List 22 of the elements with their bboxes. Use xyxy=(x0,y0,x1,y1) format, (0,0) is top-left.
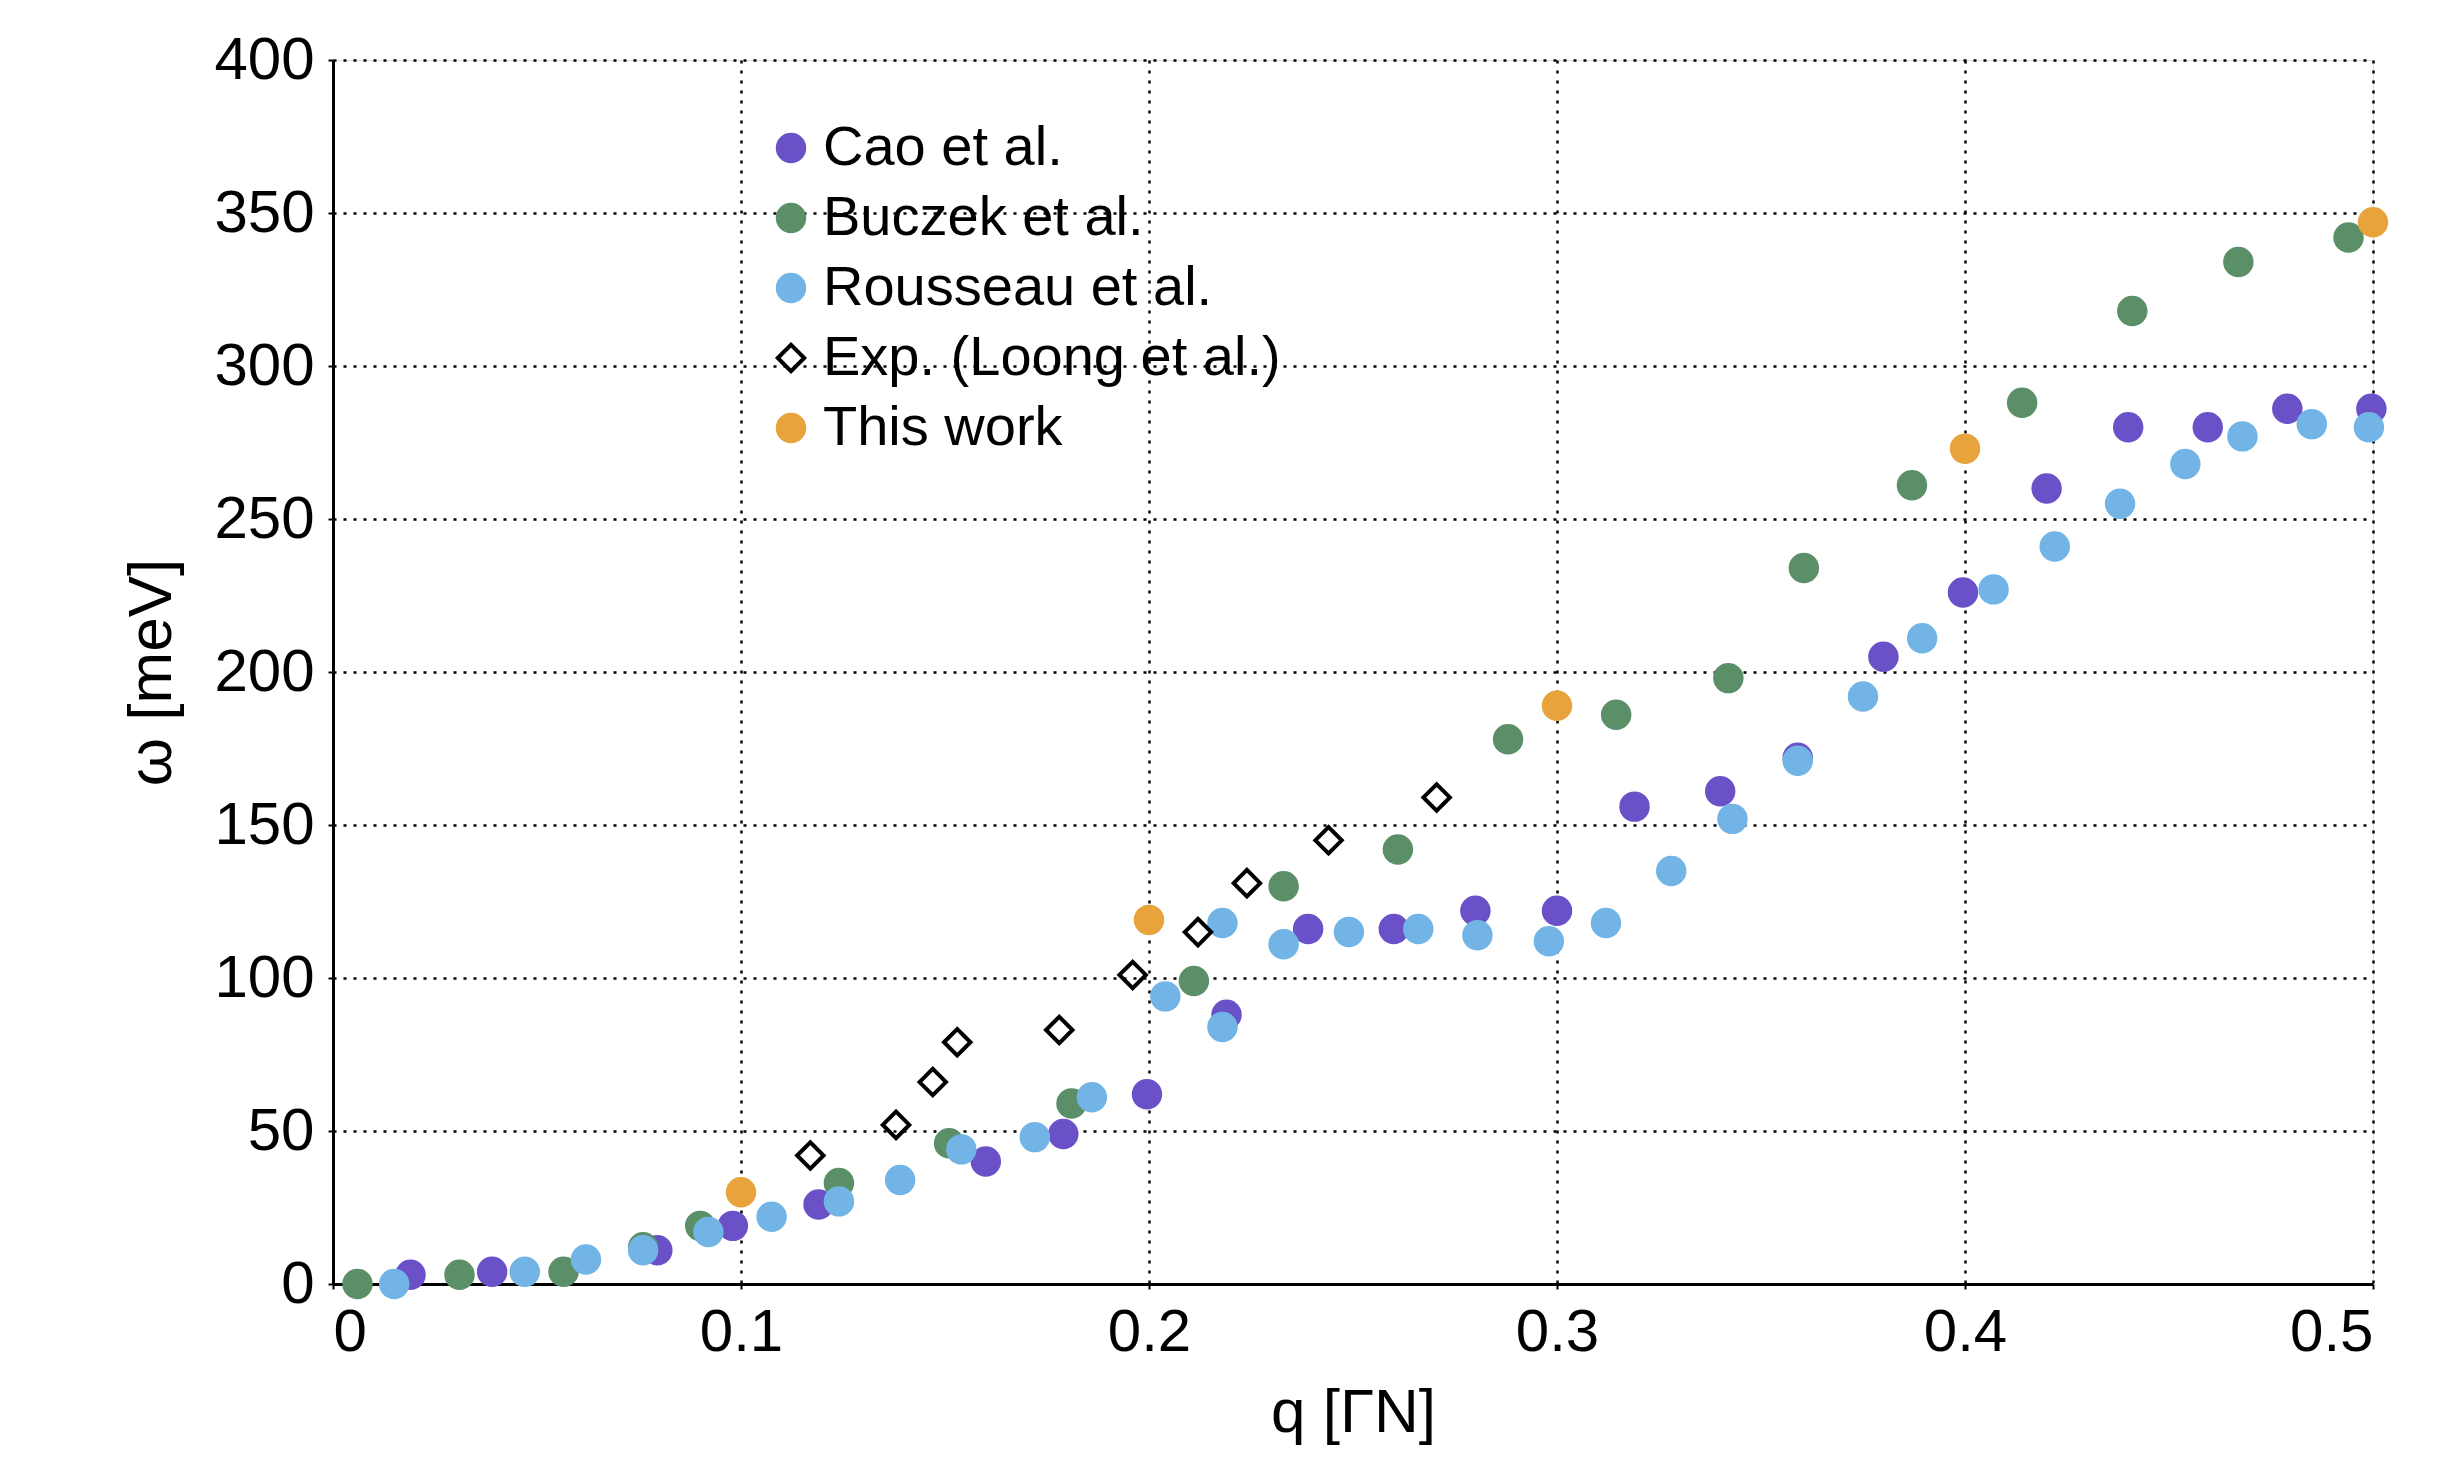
y-tick-label: 100 xyxy=(214,942,315,1010)
y-tick-label: 250 xyxy=(214,483,315,551)
legend-label: Buczek et al. xyxy=(823,184,1144,247)
y-tick-label: 350 xyxy=(214,177,315,245)
y-tick-label: 0 xyxy=(281,1248,315,1316)
y-tick-label: 50 xyxy=(247,1095,315,1163)
legend-label: This work xyxy=(823,394,1064,457)
legend-label: Exp. (Loong et al.) xyxy=(823,324,1281,387)
x-tick-label: 0 xyxy=(333,1296,367,1364)
x-tick-label: 0.4 xyxy=(1923,1296,2008,1364)
y-tick-label: 400 xyxy=(214,24,315,92)
legend-label: Rousseau et al. xyxy=(823,254,1213,317)
y-tick-label: 300 xyxy=(214,330,315,398)
x-axis-title: q [ΓN] xyxy=(1270,1375,1437,1445)
y-tick-label: 200 xyxy=(214,636,315,704)
legend-label: Cao et al. xyxy=(823,114,1063,177)
x-tick-label: 0.3 xyxy=(1515,1296,1600,1364)
y-axis-title: ω [meV] xyxy=(115,558,185,787)
x-tick-label: 0.5 xyxy=(2290,1296,2374,1364)
y-tick-label: 150 xyxy=(214,789,315,857)
x-tick-label: 0.2 xyxy=(1107,1296,1192,1364)
x-tick-label: 0.1 xyxy=(699,1296,784,1364)
